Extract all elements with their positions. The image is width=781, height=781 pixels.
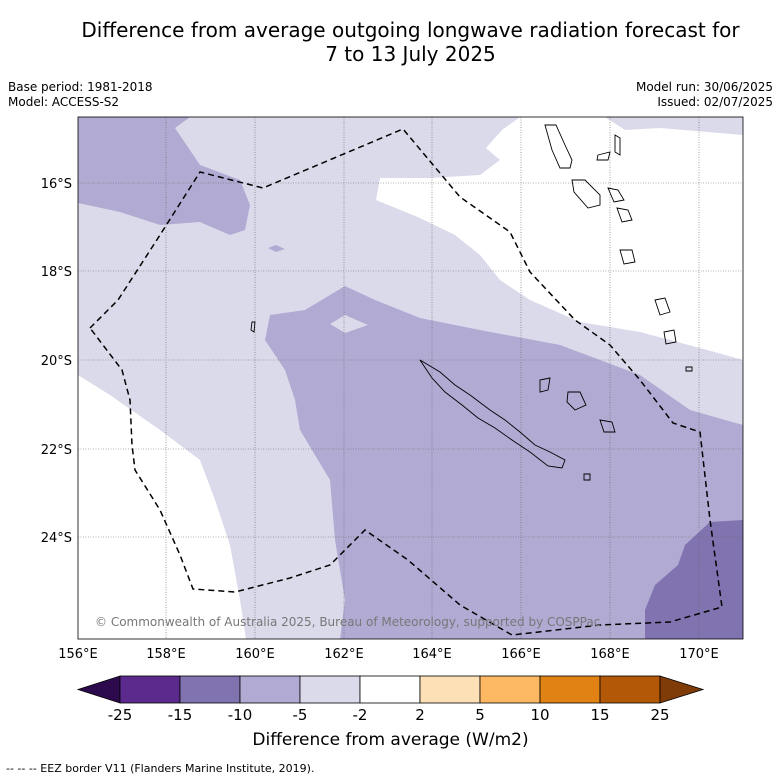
model-name: Model: ACCESS-S2 [8,95,120,109]
lon-label: 164°E [412,647,452,662]
colorbar-cell [239,675,301,704]
map-title: Difference from average outgoing longwav… [81,18,740,66]
lon-axis: 156°E 158°E 160°E 162°E 164°E 166°E 168°… [58,647,719,662]
colorbar-tick: -25 [108,706,133,724]
colorbar-tick: 2 [415,706,425,724]
colorbar-cell [179,675,241,704]
lon-label: 166°E [501,647,541,662]
colorbar-tick: 10 [530,706,549,724]
colorbar-label: Difference from average (W/m2) [252,730,529,750]
colorbar-cell [479,675,541,704]
colorbar-tick: -15 [168,706,193,724]
colorbar-tick: 15 [590,706,609,724]
lon-label: 156°E [58,647,98,662]
colorbar-cell [599,675,661,704]
colorbar-max-arrow [659,675,705,704]
lat-label: 20°S [41,354,72,369]
colorbar-cell [419,675,481,704]
field-hole [330,315,368,333]
chesterfield-islands [250,321,591,481]
colorbar-tick: -10 [228,706,253,724]
meta-left: Base period: 1981-2018 Model: ACCESS-S2 [8,80,153,110]
field-white-east [376,117,743,360]
coastlines [250,124,693,481]
east-small-islands [654,297,693,372]
vanuatu-islands [544,124,636,265]
lat-label: 22°S [41,443,72,458]
colorbar-tick: -5 [293,706,308,724]
loyalty-islands [539,377,616,433]
base-period: Base period: 1981-2018 [8,80,153,94]
colorbar-cell [299,675,361,704]
map-frame [77,116,744,640]
issued-date: Issued: 02/07/2025 [657,95,773,109]
lat-axis: 16°S 18°S 20°S 22°S 24°S [41,177,72,546]
lon-label: 168°E [590,647,630,662]
colorbar-ticks: -25 -15 -10 -5 -2 2 5 10 15 25 [108,706,670,724]
colorbar-tick: 25 [650,706,669,724]
field-white-west [78,375,246,639]
field-medium-main [265,286,743,639]
map-fields [78,117,743,639]
lat-label: 24°S [41,531,72,546]
lon-label: 158°E [146,647,186,662]
colorbar-cell [119,675,181,704]
eez-legend-note: -- -- -- EEZ border V11 (Flanders Marine… [6,762,315,775]
colorbar-cell [359,675,421,704]
colorbar [76,675,705,704]
lat-label: 16°S [41,177,72,192]
field-speck [268,245,285,252]
copyright-notice: © Commonwealth of Australia 2025, Bureau… [95,615,600,629]
field-dark-se [645,520,743,639]
lon-label: 162°E [324,647,364,662]
colorbar-min-arrow [76,675,121,704]
gridlines [78,117,743,639]
eez-border [89,128,723,636]
colorbar-tick: 5 [475,706,485,724]
colorbar-cell [539,675,601,704]
colorbar-tick: -2 [353,706,368,724]
lat-label: 18°S [41,265,72,280]
lon-label: 170°E [679,647,719,662]
model-run: Model run: 30/06/2025 [635,80,773,94]
meta-right: Model run: 30/06/2025 Issued: 02/07/2025 [636,80,773,110]
new-caledonia-island [419,359,566,469]
field-medium-nw [78,117,250,235]
lon-label: 160°E [235,647,275,662]
